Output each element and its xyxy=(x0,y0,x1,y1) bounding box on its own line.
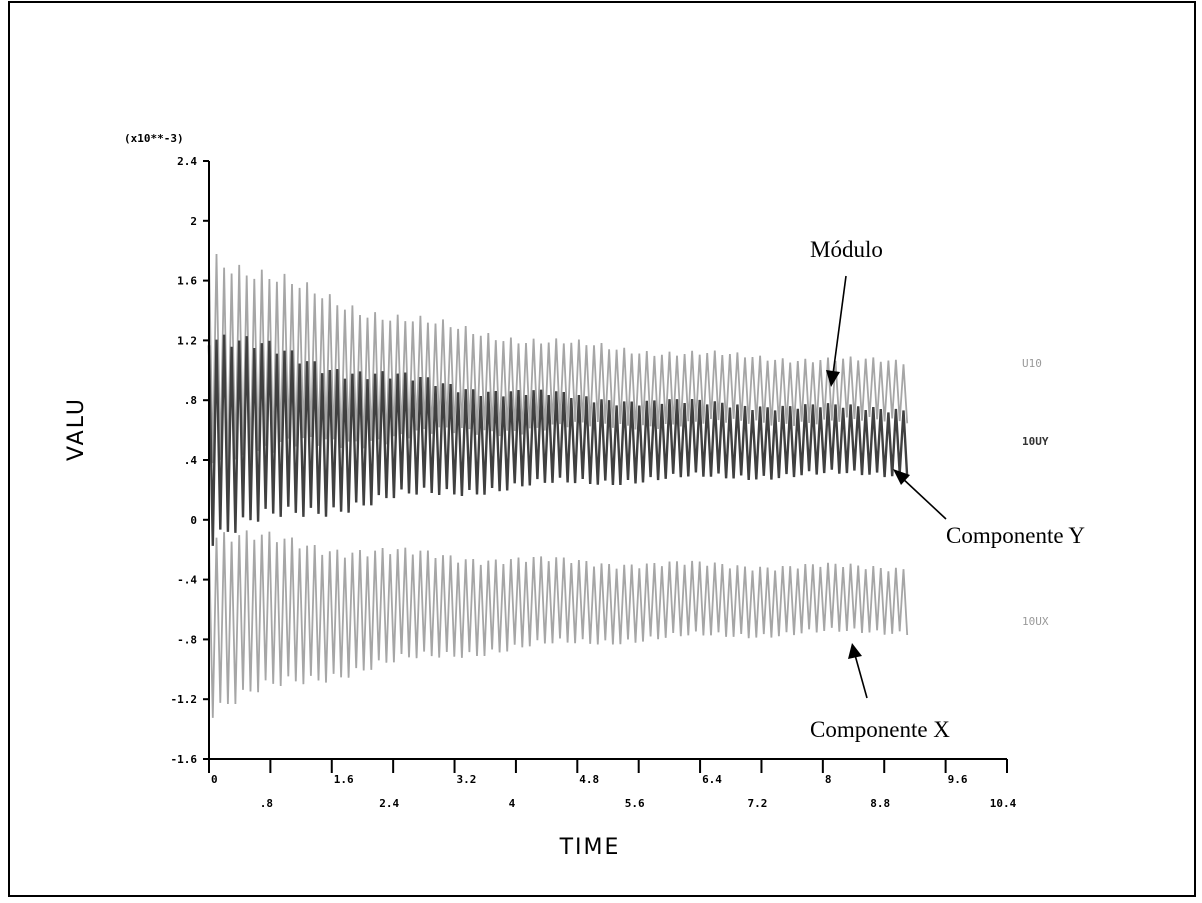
legend: U10 10UY 10UX xyxy=(1022,357,1049,628)
y-tick-label: -.4 xyxy=(177,574,197,587)
y-tick-label: .4 xyxy=(184,454,198,467)
x-tick-label: 10.4 xyxy=(990,797,1017,810)
y-tick-label: 2.4 xyxy=(177,155,197,168)
y-tick-label: -1.6 xyxy=(171,753,198,766)
y-tick-label: 1.6 xyxy=(177,275,197,288)
legend-u10: U10 xyxy=(1022,357,1042,370)
legend-10uy: 10UY xyxy=(1022,435,1049,448)
x-tick-label: 1.6 xyxy=(334,773,354,786)
x-tick-label: .8 xyxy=(260,797,273,810)
arrow-componente-y-head xyxy=(893,469,910,485)
y-tick-label: -1.2 xyxy=(171,693,198,706)
annotation-componente-y: Componente Y xyxy=(946,523,1085,548)
y-tick-label: 0 xyxy=(190,514,197,527)
y-axis-title: VALU xyxy=(64,397,89,461)
x-tick-label: 0 xyxy=(211,773,218,786)
chart-frame: 2.4 2 1.6 1.2.8.4 0 -.4 -.8 -1.2 -1.6 0 1.6 3.2 4.8 6… xyxy=(8,1,1196,897)
annotation-componente-x: Componente X xyxy=(810,717,950,742)
series-line-10ux xyxy=(208,530,909,718)
annotations: Módulo Componente Y Componente X xyxy=(810,237,1085,742)
arrow-componente-y-shaft xyxy=(900,476,947,520)
x-tick-label: 8 xyxy=(825,773,832,786)
x-tick-label: 4 xyxy=(509,797,516,810)
annotation-modulo: Módulo xyxy=(810,237,883,262)
axis-layer: 2.421.61.2.8.40-.4-.8-1.2-1.60 1.6 3.2 4.8 6… xyxy=(171,155,1017,810)
y-tick-label: 2 xyxy=(190,215,197,228)
chart: 2.421.61.2.8.40-.4-.8-1.2-1.60 1.6 3.2 4.8 6… xyxy=(64,132,1085,860)
y-multiplier-label: (x10**-3) xyxy=(124,132,184,145)
x-tick-label: 4.8 xyxy=(579,773,599,786)
x-tick-label: 2.4 xyxy=(379,797,399,810)
series-line-u10 xyxy=(208,253,909,471)
arrow-componente-x-head xyxy=(848,643,862,659)
x-tick-label: 8.8 xyxy=(870,797,890,810)
legend-10ux: 10UX xyxy=(1022,615,1049,628)
y-tick-label: .8 xyxy=(184,394,197,407)
arrow-modulo-head xyxy=(826,370,840,387)
arrow-componente-x-shaft xyxy=(854,654,868,699)
x-axis-title: TIME xyxy=(559,835,621,860)
x-tick-label: 3.2 xyxy=(457,773,477,786)
y-tick-label: -.8 xyxy=(177,633,197,646)
x-tick-label: 6.4 xyxy=(702,773,722,786)
series-line-10uy xyxy=(207,334,909,546)
y-tick-label: 1.2 xyxy=(177,334,197,347)
series-layer xyxy=(207,253,909,718)
x-tick-label: 7.2 xyxy=(748,797,768,810)
arrow-modulo-shaft xyxy=(832,275,847,375)
x-tick-label: 5.6 xyxy=(625,797,645,810)
x-tick-label: 9.6 xyxy=(948,773,968,786)
